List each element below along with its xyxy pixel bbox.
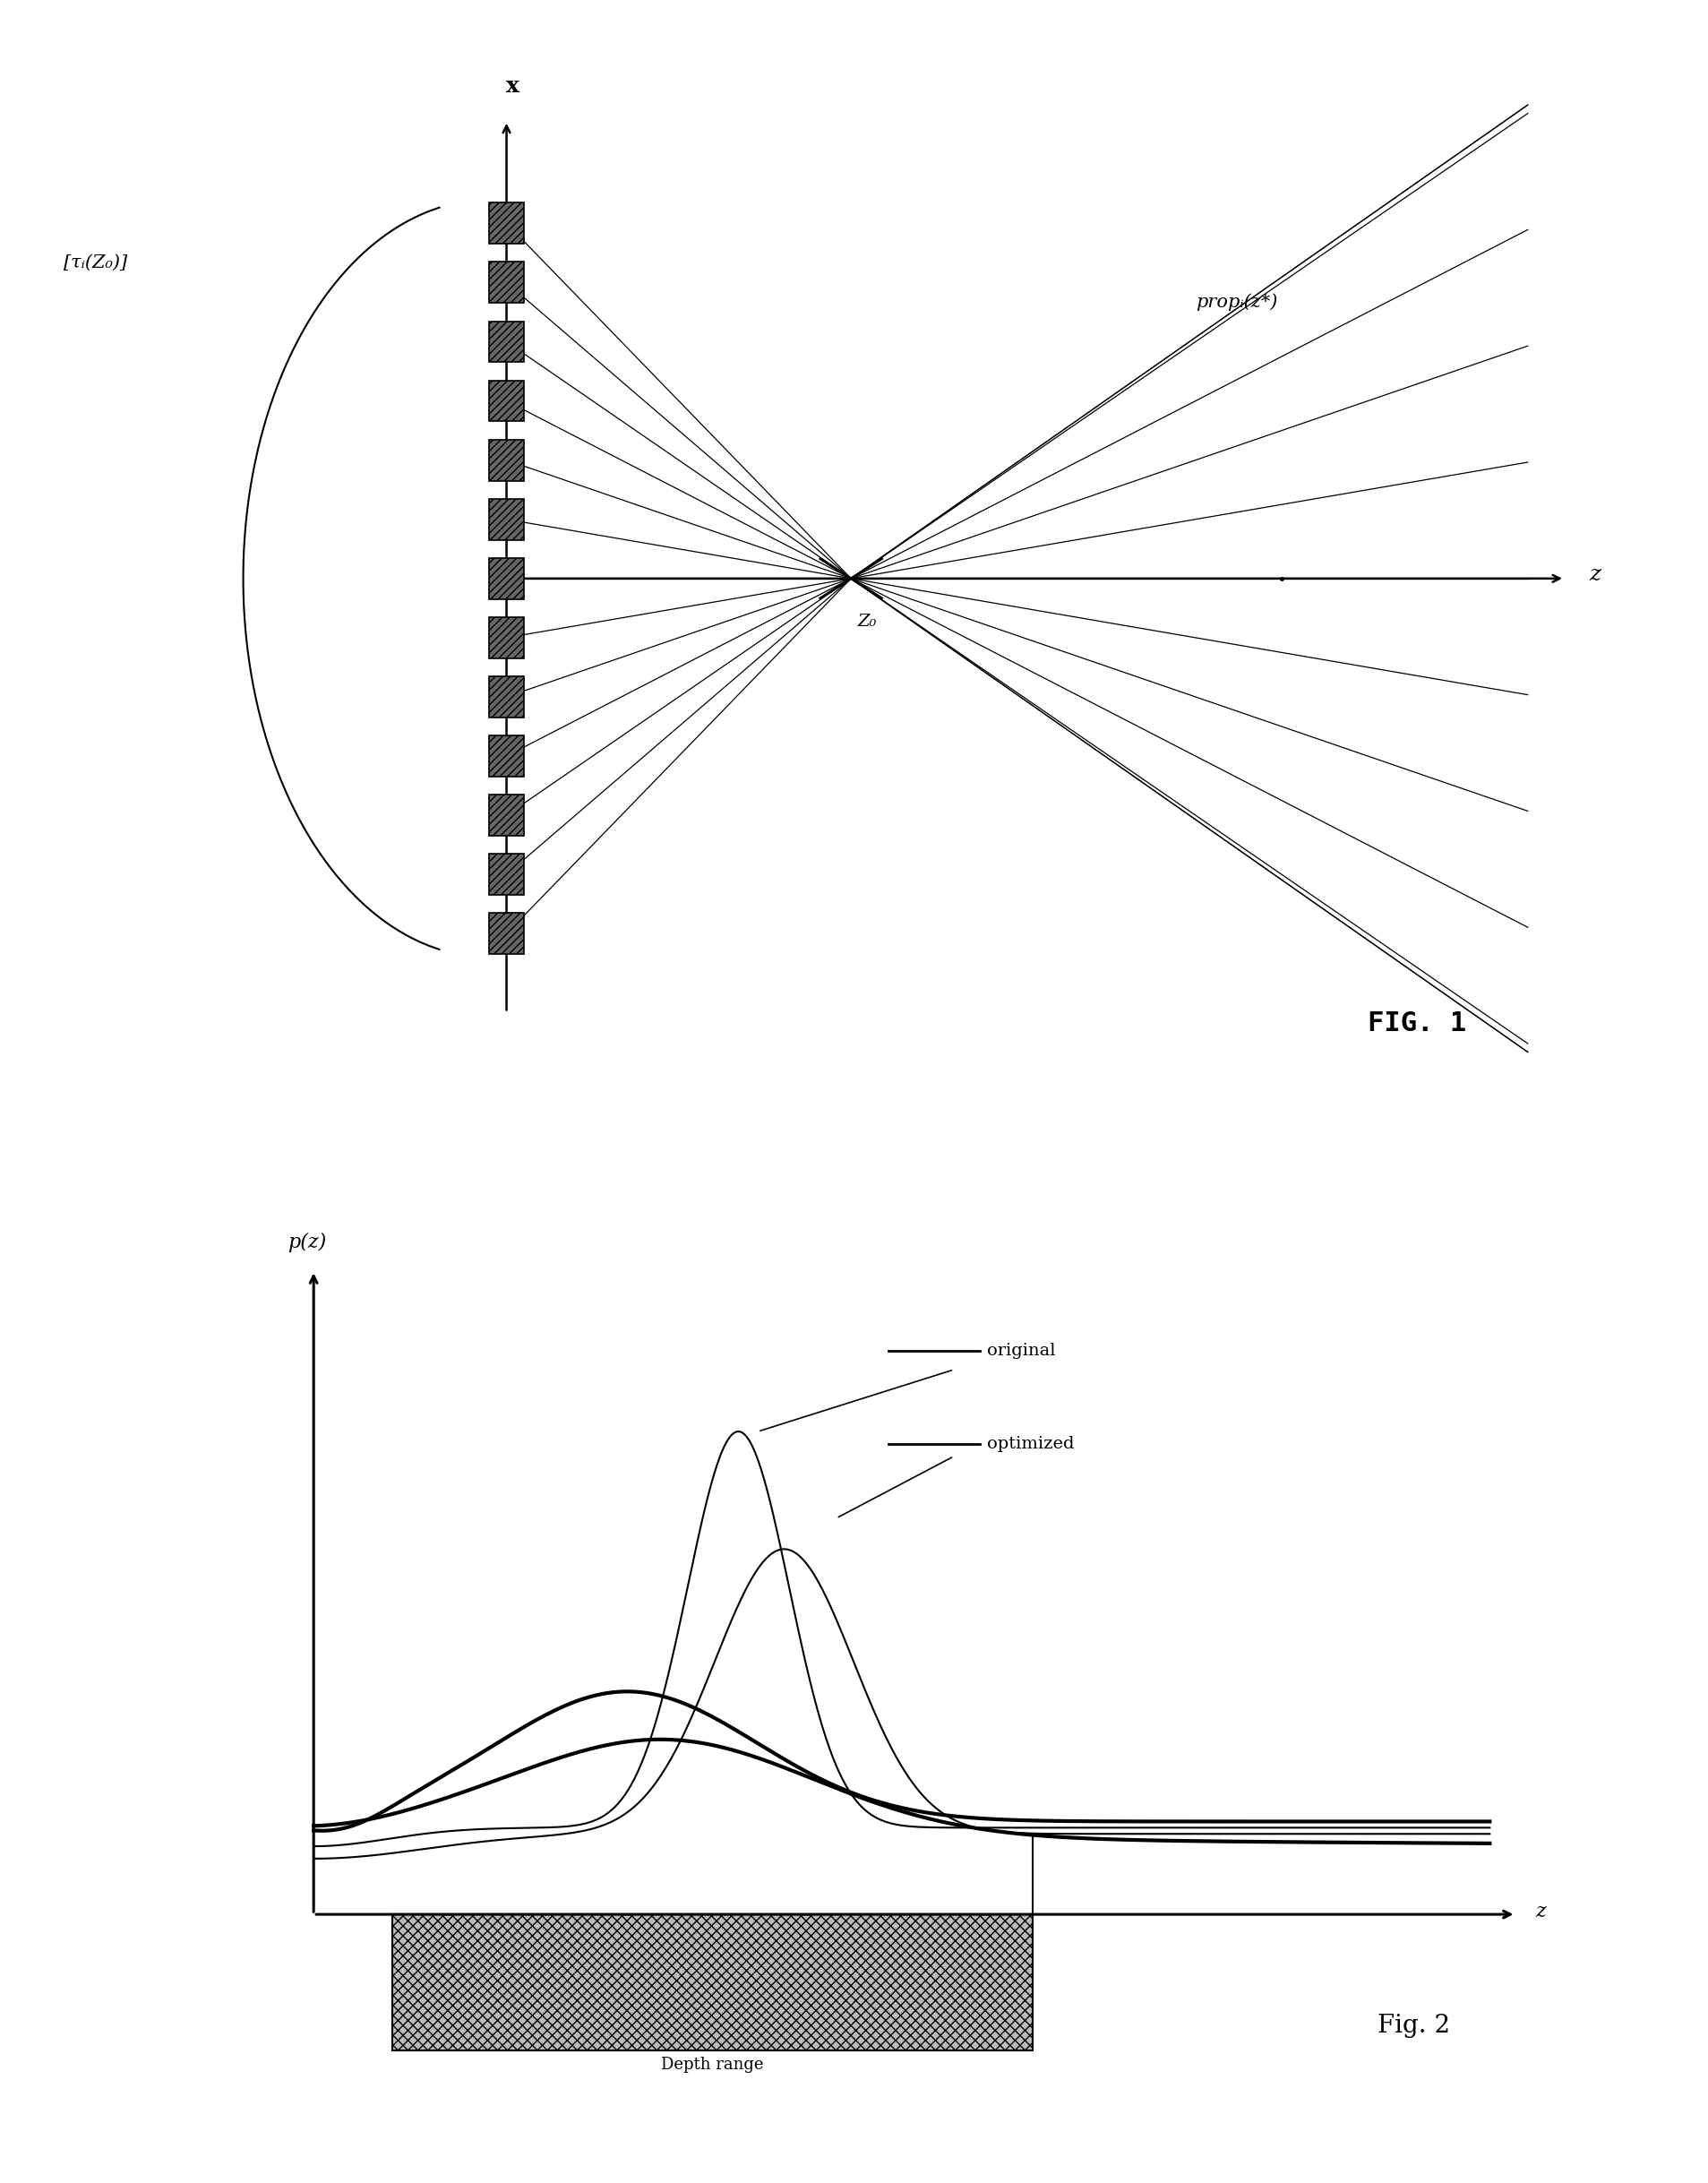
Bar (488, 736, 523, 777)
Bar (391, 1914, 1032, 2050)
Bar (488, 854, 523, 895)
Bar (488, 795, 523, 836)
Text: optimized: optimized (986, 1436, 1073, 1452)
Text: propᵢ(z*): propᵢ(z*) (1196, 293, 1276, 310)
Bar (488, 439, 523, 480)
Text: FIG. 1: FIG. 1 (1366, 1011, 1465, 1037)
Text: x: x (506, 76, 519, 96)
Text: z: z (1588, 563, 1600, 585)
Bar (488, 912, 523, 954)
Bar (488, 321, 523, 362)
Text: p(z): p(z) (287, 1231, 326, 1253)
Text: Z₀: Z₀ (857, 613, 876, 631)
Bar (488, 203, 523, 244)
Text: Fig. 2: Fig. 2 (1377, 2015, 1450, 2039)
Text: z: z (1535, 1901, 1546, 1921)
Text: Depth range: Depth range (661, 2056, 763, 2074)
Text: original: original (986, 1343, 1054, 1360)
Bar (488, 262, 523, 303)
Bar (488, 498, 523, 539)
Bar (488, 559, 523, 598)
Bar (488, 380, 523, 421)
Bar (488, 618, 523, 659)
Bar (488, 677, 523, 718)
Text: [τᵢ(Z₀)]: [τᵢ(Z₀)] (63, 253, 126, 271)
